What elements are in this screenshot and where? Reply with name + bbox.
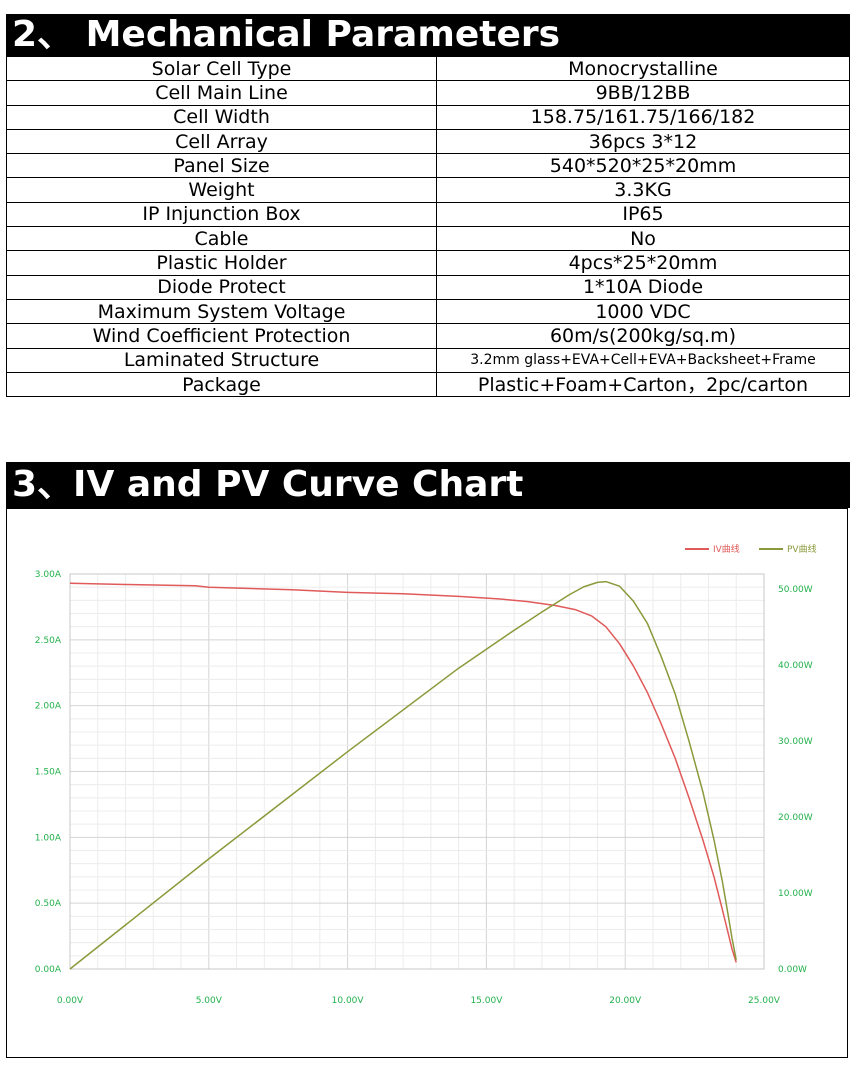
table-row: IP Injunction Box IP65 bbox=[6, 201, 850, 228]
param-value: 4pcs*25*20mm bbox=[436, 250, 850, 276]
table-row: Laminated Structure 3.2mm glass+EVA+Cell+… bbox=[6, 347, 850, 373]
table-row: Wind Coefficient Protection 60m/s(200kg/s… bbox=[6, 323, 850, 349]
param-label: Cable bbox=[6, 226, 437, 252]
param-value: 9BB/12BB bbox=[436, 80, 850, 106]
param-value: 1000 VDC bbox=[436, 298, 850, 325]
table-row: Cell Width 158.75/161.75/166/182 bbox=[6, 104, 850, 130]
legend-label: IV曲线 bbox=[713, 543, 740, 555]
table-row: Package Plastic+Foam+Carton，2pc/carton bbox=[6, 371, 850, 398]
x-tick: 20.00V bbox=[609, 996, 642, 1006]
x-tick: 5.00V bbox=[196, 996, 223, 1006]
y-tick-left: 2.50A bbox=[35, 636, 62, 646]
plot-area bbox=[69, 573, 765, 970]
param-label: Wind Coefficient Protection bbox=[6, 323, 437, 349]
table-row: Weight 3.3KG bbox=[6, 177, 850, 203]
param-value: No bbox=[436, 226, 850, 252]
section-title-mechanical: 2、 Mechanical Parameters bbox=[6, 14, 850, 56]
pv-curve bbox=[69, 580, 737, 970]
param-label: Maximum System Voltage bbox=[6, 298, 437, 325]
y-tick-left: 0.00A bbox=[35, 965, 62, 975]
x-tick: 15.00V bbox=[470, 996, 503, 1006]
y-tick-right: 10.00W bbox=[778, 889, 813, 899]
param-label: Diode Protect bbox=[6, 274, 437, 300]
y-tick-right: 40.00W bbox=[778, 661, 813, 671]
iv-pv-chart-panel: 0.00A 0.50A 1.00A 1.50A 2.00A 2.50A 3.00A 0.00W… bbox=[6, 508, 848, 1058]
param-label: IP Injunction Box bbox=[6, 201, 437, 228]
x-tick: 0.00V bbox=[57, 996, 84, 1006]
table-row: Plastic Holder 4pcs*25*20mm bbox=[6, 250, 850, 276]
legend-label: PV曲线 bbox=[787, 543, 817, 555]
mechanical-parameters-table: Solar Cell Type Monocrystalline Cell Main … bbox=[6, 55, 850, 398]
param-label: Solar Cell Type bbox=[6, 55, 437, 82]
y-tick-right: 0.00W bbox=[778, 965, 807, 975]
table-row: Cable No bbox=[6, 226, 850, 252]
y-tick-left: 1.00A bbox=[35, 833, 62, 843]
y-tick-left: 2.00A bbox=[35, 702, 62, 712]
param-label: Plastic Holder bbox=[6, 250, 437, 276]
table-row: Diode Protect 1*10A Diode bbox=[6, 274, 850, 300]
param-value: Plastic+Foam+Carton，2pc/carton bbox=[436, 371, 850, 398]
param-value: 3.3KG bbox=[436, 177, 850, 203]
param-label: Weight bbox=[6, 177, 437, 203]
param-label: Laminated Structure bbox=[6, 347, 437, 373]
param-label: Cell Array bbox=[6, 128, 437, 155]
iv-curve bbox=[69, 582, 737, 963]
param-label: Cell Width bbox=[6, 104, 437, 130]
section-title-iv-pv-chart: 3、IV and PV Curve Chart bbox=[6, 462, 850, 508]
param-value: Monocrystalline bbox=[436, 55, 850, 82]
param-value: 36pcs 3*12 bbox=[436, 128, 850, 155]
param-value: 3.2mm glass+EVA+Cell+EVA+Backsheet+Frame bbox=[436, 347, 850, 373]
param-value: 540*520*25*20mm bbox=[436, 153, 850, 179]
table-row: Solar Cell Type Monocrystalline bbox=[6, 55, 850, 82]
y-tick-right: 20.00W bbox=[778, 813, 813, 823]
y-tick-left: 1.50A bbox=[35, 768, 62, 778]
param-value: 158.75/161.75/166/182 bbox=[436, 104, 850, 130]
param-label: Package bbox=[6, 371, 437, 398]
param-label: Cell Main Line bbox=[6, 80, 437, 106]
param-value: 1*10A Diode bbox=[436, 274, 850, 300]
table-row: Panel Size 540*520*25*20mm bbox=[6, 153, 850, 179]
iv-pv-chart: 0.00A 0.50A 1.00A 1.50A 2.00A 2.50A 3.00A 0.00W… bbox=[35, 543, 817, 1006]
param-value: 60m/s(200kg/sq.m) bbox=[436, 323, 850, 349]
y-tick-left: 0.50A bbox=[35, 899, 62, 909]
param-label: Panel Size bbox=[6, 153, 437, 179]
y-tick-left: 3.00A bbox=[35, 570, 62, 580]
x-tick: 10.00V bbox=[332, 996, 365, 1006]
table-row: Cell Main Line 9BB/12BB bbox=[6, 80, 850, 106]
x-tick: 25.00V bbox=[748, 996, 781, 1006]
y-tick-right: 30.00W bbox=[778, 737, 813, 747]
table-row: Maximum System Voltage 1000 VDC bbox=[6, 298, 850, 325]
param-value: IP65 bbox=[436, 201, 850, 228]
table-row: Cell Array 36pcs 3*12 bbox=[6, 128, 850, 155]
y-tick-right: 50.00W bbox=[778, 585, 813, 595]
